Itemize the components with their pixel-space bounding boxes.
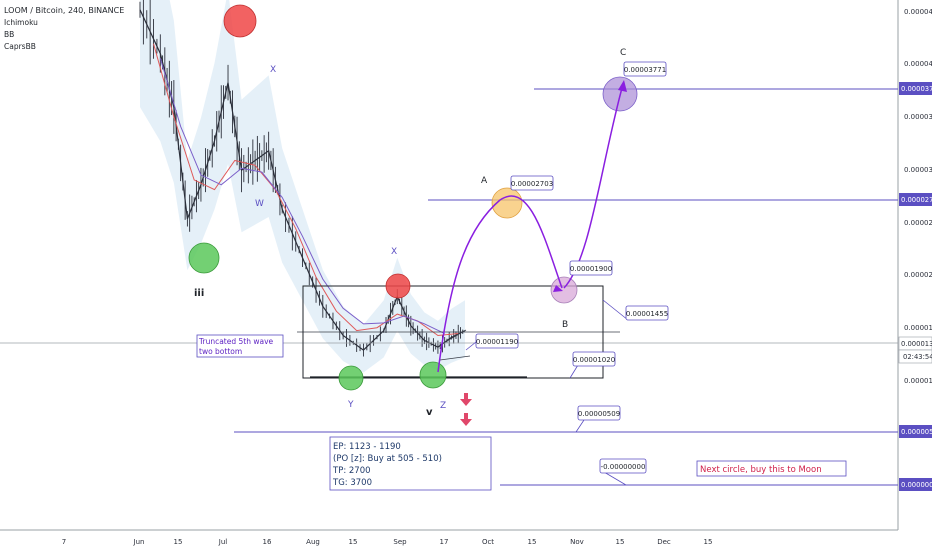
next-circle-box	[696, 460, 847, 477]
x-tick-label: 16	[263, 538, 272, 546]
trade-plan-tg: TG: 3700	[332, 478, 372, 488]
x-tick-label: 15	[349, 538, 358, 546]
x-tick-label: 17	[440, 538, 449, 546]
price-badge-text: 0.00001340	[901, 340, 932, 348]
trade-plan-po: (PO [z]: Buy at 505 - 510)	[333, 454, 442, 464]
callout-509: 0.00000509	[578, 410, 620, 418]
price-badge-text: 0.00002709	[901, 196, 932, 204]
trade-plan-tp: TP: 2700	[332, 466, 371, 476]
callout-box-c	[623, 61, 667, 77]
price-badge-text: 0.00000511	[901, 428, 932, 436]
x-tick-label: Dec	[657, 538, 671, 546]
callout-box-1020	[572, 351, 616, 367]
price-badge-text: 0.00000011	[901, 481, 932, 489]
triangle-lower-line	[439, 355, 471, 361]
x-tick-label: 15	[616, 538, 625, 546]
red-circle-top	[223, 4, 257, 38]
arrow-head-c	[618, 80, 627, 92]
y-tick-label: 0.00002000	[904, 271, 932, 279]
red-circle-x	[385, 273, 411, 299]
wave-label-z: Z	[440, 401, 446, 411]
callout-1020: 0.00001020	[573, 356, 615, 364]
x-tick-label: Jul	[218, 538, 228, 546]
ma-purple-line	[159, 58, 445, 335]
chart-title: LOOM / Bitcoin, 240, BINANCE	[4, 6, 124, 15]
x-tick-label: 15	[704, 538, 713, 546]
callout-b: 0.00001900	[570, 265, 612, 273]
wave-label-iii: iii	[194, 288, 204, 299]
callout-box-1190	[475, 333, 519, 349]
moving-averages	[153, 43, 459, 337]
green-circle-y	[338, 365, 364, 391]
x-tick-label: 7	[62, 538, 66, 546]
wave-label-b: B	[562, 320, 568, 330]
x-tick-label: Sep	[393, 538, 407, 546]
green-circle-z	[419, 361, 447, 389]
wave-label-x2: X	[391, 247, 397, 257]
x-tick-label: 15	[528, 538, 537, 546]
x-tick-label: 15	[174, 538, 183, 546]
x-tick-label: Jun	[133, 538, 145, 546]
down-arrows	[460, 393, 472, 426]
wave-label-x1: X	[270, 65, 276, 75]
time-axis[interactable]: 7 Jun 15 Jul 16 Aug 15 Sep 17 Oct 15 Nov…	[62, 538, 713, 546]
leader-509	[575, 419, 585, 433]
x-tick-label: Aug	[306, 538, 320, 546]
price-badge-2709	[899, 193, 932, 206]
price-badge-511	[899, 425, 932, 438]
callout-a: 0.00002703	[511, 180, 553, 188]
leader-1190	[465, 341, 477, 351]
y-tick-label: 0.00002500	[904, 219, 932, 227]
wave-label-a: A	[481, 176, 488, 186]
leader-000	[603, 471, 627, 486]
wave-label-v: v	[426, 407, 433, 418]
callout-1455: 0.00001455	[626, 310, 668, 318]
green-circle-iii	[188, 242, 220, 274]
arrow-head-b	[553, 285, 563, 292]
y-tick-label: 0.00004500	[904, 8, 932, 16]
y-tick-label: 0.00001000	[904, 377, 932, 385]
countdown-badge	[898, 349, 932, 364]
callout-box-000	[599, 458, 647, 474]
wave-label-w: W	[255, 199, 264, 209]
truncated-box	[196, 334, 284, 358]
price-badge-text: 0.00003766	[901, 85, 932, 93]
callout-000: -0.00000000	[601, 463, 646, 471]
leader-1455	[602, 299, 629, 321]
callout-box-1455	[625, 305, 669, 321]
price-badge-3766	[899, 82, 932, 95]
y-tick-label: 0.00004000	[904, 60, 932, 68]
truncated-line1: Truncated 5th wave	[198, 337, 274, 346]
x-tick-label: Oct	[482, 538, 494, 546]
leader-1020	[569, 364, 579, 379]
pink-circle-b	[550, 276, 578, 304]
trade-plan-box	[329, 436, 492, 491]
indicator-ichimoku[interactable]: Ichimoku	[4, 18, 38, 27]
callout-box-509	[577, 405, 621, 421]
projection-path-a	[437, 195, 563, 373]
price-axis[interactable]: 0.00004500 0.00004000 0.00003500 0.00003…	[904, 8, 932, 385]
truncated-line2: two bottom	[199, 347, 242, 356]
x-tick-label: Nov	[570, 538, 584, 546]
wave-label-y: Y	[347, 400, 354, 410]
orange-circle-a	[491, 187, 523, 219]
y-tick-label: 0.00003000	[904, 166, 932, 174]
callout-box-b	[569, 260, 613, 276]
y-tick-label: 0.00001500	[904, 324, 932, 332]
price-badge-011	[899, 478, 932, 491]
indicator-caprsbb[interactable]: CaprsBB	[4, 42, 36, 51]
y-tick-label: 0.00003500	[904, 113, 932, 121]
countdown-text: 02:43:54	[903, 353, 932, 361]
callout-1190: 0.00001190	[476, 338, 518, 346]
wave-label-c: C	[620, 48, 626, 58]
indicator-bb[interactable]: BB	[4, 30, 14, 39]
callout-box-a	[510, 175, 554, 191]
callout-c: 0.00003771	[624, 66, 666, 74]
next-circle-note: Next circle, buy this to Moon	[700, 465, 822, 475]
triangle-upper-line	[439, 329, 467, 346]
trade-plan-ep: EP: 1123 - 1190	[333, 442, 401, 452]
